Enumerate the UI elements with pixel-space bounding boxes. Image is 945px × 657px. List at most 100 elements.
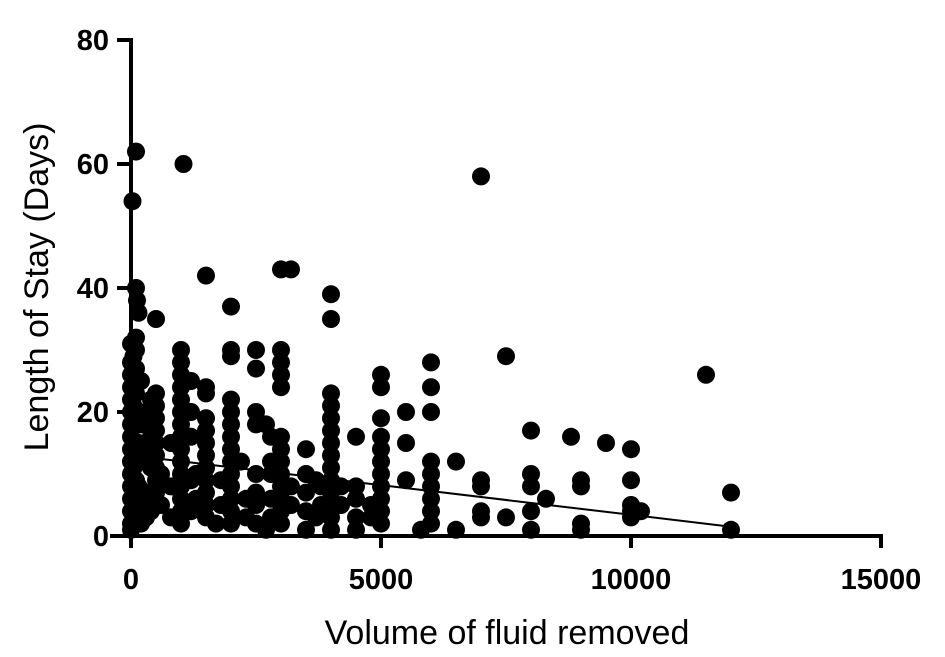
data-point (347, 427, 365, 446)
data-point (222, 390, 240, 409)
data-point (472, 477, 490, 496)
data-point (222, 514, 240, 533)
data-point (123, 192, 142, 211)
data-point (197, 421, 215, 440)
data-point (162, 477, 180, 496)
x-tick-label: 0 (123, 564, 139, 596)
x-axis: 0 5000 10000 15000 (110, 534, 921, 596)
data-point (222, 440, 240, 459)
data-point (307, 508, 325, 527)
data-point (397, 471, 415, 490)
data-point (322, 409, 340, 428)
data-point (182, 403, 200, 421)
data-point (572, 477, 590, 496)
data-point (124, 508, 143, 527)
data-point (522, 520, 540, 539)
data-point (272, 440, 290, 459)
x-tick-label: 5000 (349, 564, 414, 596)
data-point (222, 297, 240, 316)
data-point (322, 508, 340, 527)
data-point (282, 477, 300, 496)
data-point (497, 508, 515, 527)
data-point (372, 452, 390, 471)
data-point (247, 415, 265, 434)
data-point (597, 434, 615, 452)
data-point (222, 347, 240, 366)
data-point (372, 477, 390, 496)
data-point (272, 353, 290, 372)
data-point (422, 378, 440, 397)
data-point (147, 310, 165, 328)
data-point (622, 440, 640, 459)
data-point (322, 310, 340, 328)
data-point (297, 483, 315, 502)
data-point (372, 440, 390, 459)
data-point (172, 452, 190, 471)
data-point (562, 427, 580, 446)
data-point (172, 489, 190, 508)
data-point (162, 508, 180, 527)
data-point (172, 390, 190, 409)
data-point (222, 427, 240, 446)
data-point (297, 440, 315, 459)
data-point (322, 285, 340, 304)
data-point (212, 471, 230, 490)
data-point (197, 266, 215, 285)
data-point (322, 446, 340, 465)
data-point (262, 452, 280, 471)
data-point (362, 496, 380, 514)
data-point (282, 496, 300, 514)
data-point (247, 403, 265, 421)
data-point (124, 347, 143, 366)
data-point (347, 489, 365, 508)
data-point (272, 341, 290, 359)
data-point (722, 483, 740, 502)
data-point (262, 489, 280, 508)
data-point (322, 434, 340, 452)
data-point (182, 471, 200, 490)
data-point (172, 353, 190, 372)
data-point (127, 328, 145, 347)
data-point (232, 452, 250, 471)
y-tick-label: 20 (77, 397, 109, 429)
data-point (522, 465, 540, 483)
data-point (127, 142, 145, 161)
data-point (172, 415, 190, 434)
data-point (197, 446, 215, 465)
data-point (182, 427, 200, 446)
data-point (322, 384, 340, 403)
data-point (422, 489, 440, 508)
data-point (522, 421, 540, 440)
data-point (182, 502, 200, 521)
data-point (247, 341, 265, 359)
data-point (422, 452, 440, 471)
y-tick-label: 60 (77, 149, 109, 181)
data-point (422, 353, 440, 372)
data-point (372, 427, 390, 446)
data-point (182, 372, 200, 390)
data-point (272, 378, 290, 397)
data-point (632, 502, 650, 521)
data-point (247, 465, 265, 483)
data-point (197, 384, 215, 403)
data-point (447, 520, 465, 539)
x-tick-label: 10000 (591, 564, 672, 596)
data-point (297, 520, 315, 539)
data-point (362, 508, 380, 527)
data-point (212, 496, 230, 514)
data-point (372, 378, 390, 397)
data-point (422, 502, 440, 521)
data-point (422, 477, 440, 496)
data-point (222, 415, 240, 434)
data-point (282, 260, 300, 279)
data-point (497, 347, 515, 366)
data-point (322, 458, 340, 477)
data-point (347, 477, 365, 496)
data-point (207, 514, 225, 533)
data-point (422, 465, 440, 483)
data-point (472, 508, 490, 527)
data-point (347, 520, 365, 539)
data-point (372, 365, 390, 384)
data-point (129, 477, 148, 496)
